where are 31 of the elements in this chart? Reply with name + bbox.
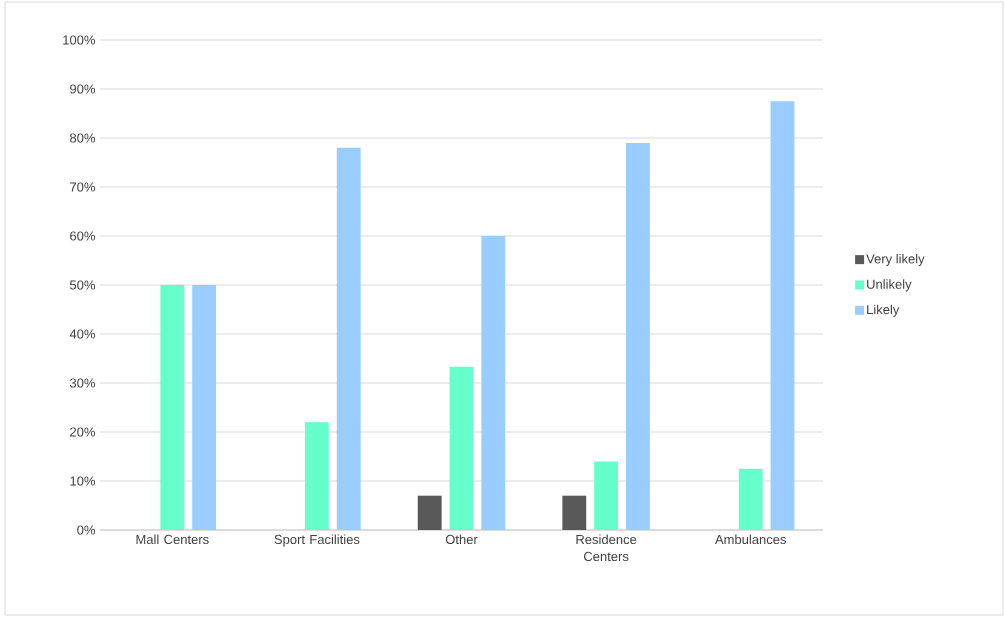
y-tick-label: 30%	[69, 378, 96, 388]
bar	[417, 495, 442, 530]
y-tick-label: 60%	[70, 231, 96, 241]
y-tick-label: 90%	[70, 84, 96, 94]
bar	[770, 101, 795, 530]
legend-label: Very likely	[866, 253, 925, 267]
bar	[481, 235, 506, 530]
bar	[594, 461, 619, 530]
x-tick-label: Residence Centers	[576, 534, 637, 562]
legend-label: Likely	[867, 304, 900, 317]
y-tick-label: 70%	[70, 182, 96, 192]
y-tick-label: 0%	[77, 525, 96, 535]
bar	[336, 147, 361, 530]
y-tick-label: 80%	[70, 133, 96, 143]
x-tick-label: Sport Facilities	[274, 534, 360, 547]
y-tick-label: 50%	[69, 280, 96, 290]
x-tick-label: Mall Centers	[136, 534, 209, 545]
legend-label: Unlikely	[867, 279, 912, 292]
bar	[304, 422, 329, 530]
y-tick-label: 20%	[70, 427, 96, 437]
bar	[192, 284, 217, 530]
y-tick-label: 10%	[70, 476, 96, 486]
y-tick-label: 40%	[69, 329, 96, 339]
bar	[562, 495, 587, 530]
x-tick-label: Ambulances	[714, 534, 786, 545]
x-tick-label: Other	[445, 534, 478, 545]
bar	[160, 284, 185, 530]
bar	[449, 366, 474, 530]
y-tick-label: 100%	[63, 35, 96, 45]
bar	[625, 142, 650, 530]
bar	[738, 468, 763, 530]
